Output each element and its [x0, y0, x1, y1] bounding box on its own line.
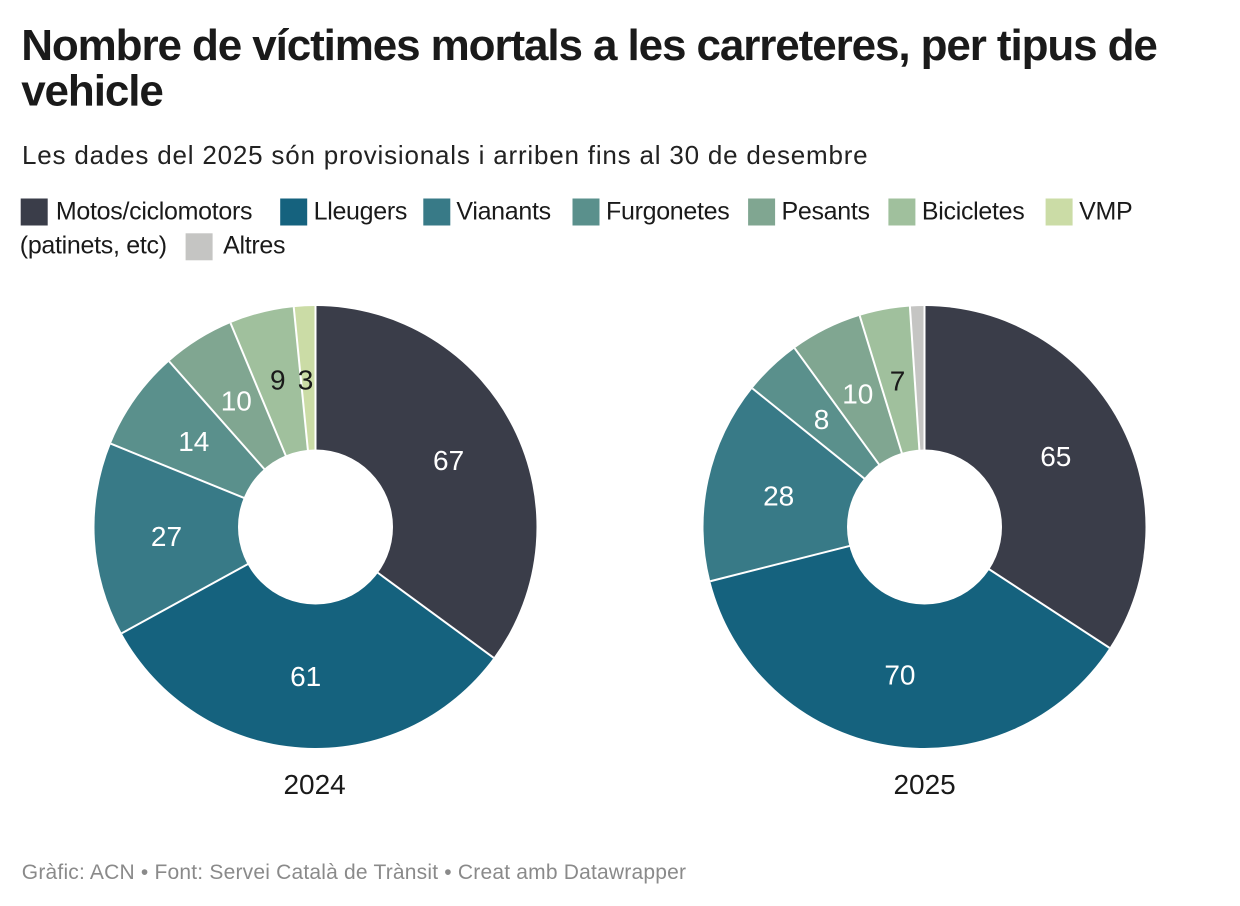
svg-text:Furgonetes: Furgonetes: [606, 198, 729, 226]
svg-text:Les dades del 2025 són provisi: Les dades del 2025 són provisionals i ar…: [22, 140, 868, 170]
svg-text:Vianants: Vianants: [456, 198, 550, 226]
svg-text:70: 70: [884, 659, 915, 690]
svg-text:27: 27: [151, 521, 182, 552]
svg-text:3: 3: [298, 365, 314, 396]
svg-text:Lleugers: Lleugers: [314, 198, 408, 226]
svg-text:2025: 2025: [893, 769, 955, 800]
svg-text:10: 10: [842, 379, 873, 410]
svg-text:Gràfic: ACN • Font: Servei Cat: Gràfic: ACN • Font: Servei Català de Trà…: [22, 861, 686, 884]
svg-text:Motos/ciclomotors: Motos/ciclomotors: [56, 198, 252, 226]
svg-text:7: 7: [890, 365, 906, 396]
svg-text:(patinets, etc): (patinets, etc): [20, 231, 167, 259]
svg-text:65: 65: [1040, 441, 1071, 472]
svg-text:61: 61: [290, 661, 321, 692]
svg-text:28: 28: [763, 480, 794, 511]
svg-text:10: 10: [221, 386, 252, 417]
svg-text:VMP: VMP: [1079, 198, 1132, 226]
svg-text:Altres: Altres: [223, 231, 285, 259]
svg-text:Nombre de víctimes mortals a l: Nombre de víctimes mortals a les carrete…: [21, 21, 1157, 70]
svg-text:vehicle: vehicle: [21, 67, 163, 116]
svg-text:2024: 2024: [283, 769, 345, 800]
svg-text:Bicicletes: Bicicletes: [922, 198, 1025, 226]
svg-text:8: 8: [814, 404, 830, 435]
svg-text:67: 67: [433, 445, 464, 476]
svg-text:14: 14: [178, 426, 209, 457]
svg-text:9: 9: [270, 364, 286, 395]
svg-text:Pesants: Pesants: [782, 198, 870, 226]
